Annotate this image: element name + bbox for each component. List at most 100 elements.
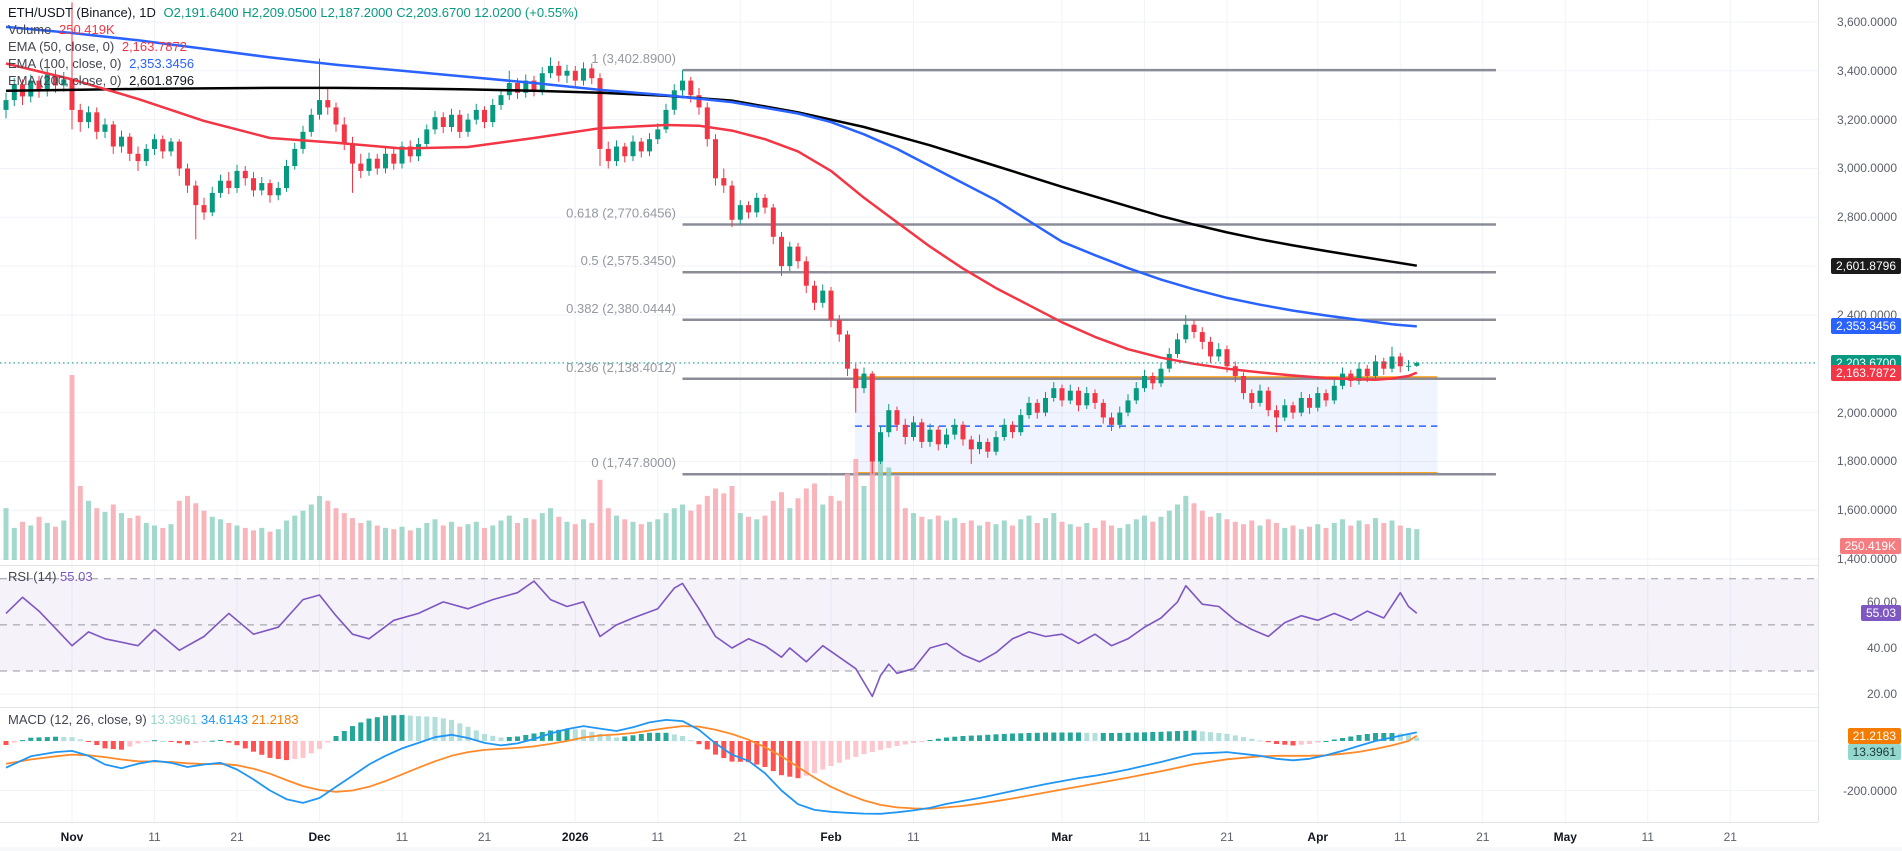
candle-body bbox=[341, 124, 347, 144]
candle-body bbox=[688, 80, 694, 96]
volume-bar bbox=[176, 500, 182, 560]
candle-body bbox=[671, 90, 677, 110]
volume-bar bbox=[869, 418, 875, 560]
candle-body bbox=[1026, 402, 1032, 416]
rsi-legend-row[interactable]: RSI (14) 55.03 bbox=[8, 569, 93, 584]
price-pane[interactable]: 1 (3,402.8900) 0.618 (2,770.6456) 0.5 (2,5… bbox=[0, 0, 1818, 565]
volume-bar bbox=[440, 525, 446, 560]
candle-body bbox=[102, 124, 108, 132]
rsi-value: 55.03 bbox=[60, 569, 93, 584]
candle-body bbox=[350, 144, 355, 164]
candle-body bbox=[787, 246, 793, 267]
macd-histogram-bar bbox=[1208, 732, 1213, 741]
volume-badge: 250.419K bbox=[1839, 537, 1901, 554]
symbol-legend-row[interactable]: ETH/USDT (Binance), 1D O2,191.6400 H2,20… bbox=[8, 4, 582, 21]
volume-bar bbox=[1397, 525, 1403, 560]
macd-histogram-bar bbox=[193, 741, 199, 744]
volume-bar bbox=[853, 458, 859, 560]
candle-body bbox=[143, 148, 149, 162]
volume-bar bbox=[795, 498, 801, 560]
volume-bar bbox=[1133, 519, 1139, 560]
macd-histogram-bar bbox=[506, 737, 512, 741]
volume-bar bbox=[193, 503, 199, 560]
macd-histogram-bar bbox=[515, 736, 520, 741]
macd-histogram-bar bbox=[1373, 733, 1378, 741]
macd-histogram-bar bbox=[836, 741, 842, 763]
macd-histogram-bar bbox=[1331, 739, 1337, 741]
ema100-legend-row[interactable]: EMA (100, close, 0) 2,353.3456 bbox=[8, 55, 582, 72]
macd-histogram-bar bbox=[564, 729, 570, 741]
macd-histogram-bar bbox=[1249, 738, 1255, 741]
candle-body bbox=[267, 183, 273, 196]
macd-histogram-bar bbox=[605, 735, 611, 741]
candle-body bbox=[1043, 398, 1048, 413]
volume-bar bbox=[308, 504, 314, 560]
macd-histogram-bar bbox=[1414, 737, 1420, 741]
candle-body bbox=[275, 188, 281, 196]
candle-body bbox=[1232, 366, 1238, 376]
price-axis[interactable]: 3,600.0000 3,400.0000 3,200.0000 3,000.0000… bbox=[1818, 0, 1902, 822]
macd-histogram-bar bbox=[968, 735, 974, 741]
ema50-legend-row[interactable]: EMA (50, close, 0) 2,163.7872 bbox=[8, 38, 582, 55]
candle-body bbox=[44, 74, 50, 91]
time-tick-label: 21 bbox=[1476, 830, 1490, 844]
volume-bar bbox=[242, 527, 248, 560]
time-tick-label: Nov bbox=[60, 830, 84, 844]
volume-bar bbox=[1224, 519, 1230, 560]
macd-histogram-bar bbox=[482, 734, 487, 741]
candle-body bbox=[869, 373, 875, 462]
volume-bar bbox=[61, 520, 67, 560]
volume-bar bbox=[1125, 524, 1131, 560]
candle-body bbox=[259, 183, 265, 191]
candle-body bbox=[737, 205, 743, 220]
rsi-pane-divider[interactable] bbox=[0, 565, 1818, 566]
macd-histogram-bar bbox=[1290, 741, 1296, 746]
volume-bar bbox=[845, 473, 850, 560]
candle-body bbox=[482, 109, 487, 123]
candle-body bbox=[61, 79, 67, 86]
volume-bar bbox=[1026, 515, 1032, 560]
candle-body bbox=[333, 107, 339, 125]
volume-bar bbox=[473, 521, 479, 560]
candle-body bbox=[399, 146, 405, 164]
macd-histogram-bar bbox=[663, 732, 669, 741]
candle-body bbox=[218, 180, 223, 193]
candle-body bbox=[1158, 368, 1164, 384]
volume-legend-row[interactable]: Volume 250.419K bbox=[8, 21, 582, 38]
macd-histogram-bar bbox=[218, 740, 223, 741]
macd-histogram-bar bbox=[176, 741, 182, 744]
candle-body bbox=[721, 178, 727, 186]
macd-histogram-bar bbox=[143, 741, 149, 742]
time-tick-label: Dec bbox=[308, 830, 331, 844]
volume-bar bbox=[952, 518, 958, 560]
volume-bar bbox=[275, 529, 281, 560]
macd-histogram-bar bbox=[1348, 736, 1354, 741]
candle-body bbox=[391, 153, 397, 164]
volume-bar bbox=[119, 513, 124, 560]
macd-histogram-bar bbox=[11, 741, 17, 743]
candle-body bbox=[473, 109, 479, 120]
macd-histogram-bar bbox=[341, 731, 347, 741]
macd-histogram-bar bbox=[1142, 732, 1147, 741]
time-axis[interactable]: Nov 11 21 Dec 11 21 2026 11 21 Feb 11 Mar 11 21 Apr 11 2… bbox=[0, 822, 1818, 851]
candle-body bbox=[465, 119, 471, 132]
rsi-pane[interactable] bbox=[0, 565, 1818, 707]
volume-bar bbox=[1084, 523, 1090, 560]
volume-bar bbox=[515, 523, 520, 560]
macd-legend-row[interactable]: MACD (12, 26, close, 9) 13.3961 34.6143 … bbox=[8, 712, 299, 727]
price-axis-label: 1,400.0000 bbox=[1836, 552, 1897, 567]
macd-histogram-bar bbox=[374, 717, 380, 741]
candle-body bbox=[1034, 402, 1040, 413]
ema200-legend-row[interactable]: EMA (200, close, 0) 2,601.8796 bbox=[8, 72, 582, 89]
macd-histogram-bar bbox=[127, 741, 133, 747]
candle-body bbox=[581, 68, 586, 81]
macd-histogram-bar bbox=[638, 734, 644, 741]
candle-body bbox=[383, 153, 388, 169]
macd-histogram-bar bbox=[581, 729, 586, 741]
macd-pane[interactable] bbox=[0, 707, 1818, 822]
macd-hist-badge: 13.3961 bbox=[1847, 744, 1901, 761]
macd-pane-divider[interactable] bbox=[0, 707, 1818, 708]
candle-body bbox=[630, 141, 636, 157]
macd-line-value: 34.6143 bbox=[200, 712, 248, 727]
macd-histogram-bar bbox=[1282, 741, 1288, 745]
